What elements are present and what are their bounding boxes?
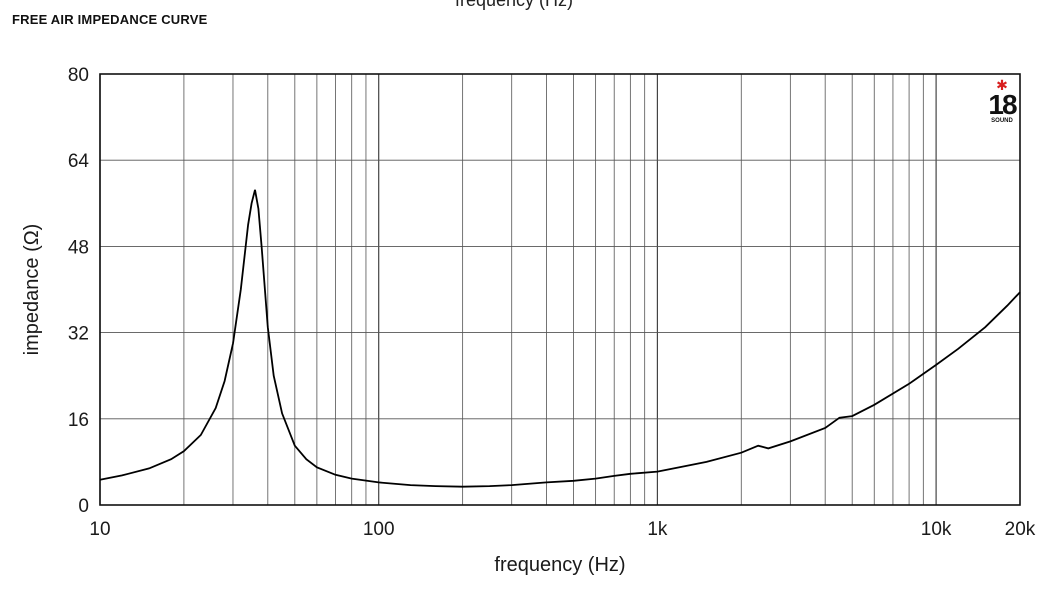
plot-frame [99, 73, 1021, 506]
x-tick-label: 10k [921, 519, 952, 540]
clipped-axis-label: frequency (Hz) [455, 0, 574, 10]
star-icon: ✱ [996, 77, 1008, 93]
y-tick-label: 32 [68, 324, 89, 345]
y-tick-label: 64 [68, 151, 90, 172]
x-tick-label: 20k [1005, 519, 1036, 540]
grid-lines [99, 73, 1021, 506]
x-tick-label: 1k [647, 519, 668, 540]
logo-number: 18 [988, 89, 1017, 120]
y-tick-label: 16 [68, 410, 89, 431]
x-tick-label: 10 [89, 519, 110, 540]
y-tick-label: 48 [68, 237, 89, 258]
y-axis-label: impedance (Ω) [21, 224, 43, 356]
y-tick-label: 80 [68, 65, 89, 86]
brand-logo: ✱ 18 SOUND [984, 78, 1020, 140]
x-tick-label: 100 [363, 519, 395, 540]
impedance-curve-line [99, 189, 1021, 488]
x-axis-label: frequency (Hz) [494, 554, 625, 576]
tick-labels: 10 100 1k 10k 20k 0 16 32 48 64 80 [68, 65, 1036, 540]
logo-brand: SOUND [991, 118, 1013, 124]
section-title: FREE AIR IMPEDANCE CURVE [12, 12, 208, 27]
y-tick-label: 0 [78, 496, 89, 517]
